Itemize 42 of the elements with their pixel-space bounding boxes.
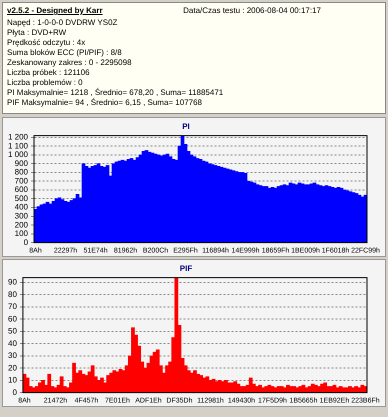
- y-tick-label: 200: [14, 220, 29, 230]
- y-tick-label: 400: [14, 202, 29, 212]
- y-tick-label: 60: [8, 314, 18, 324]
- y-tick-label: 0: [24, 238, 29, 247]
- y-tick-label: 1 200: [8, 132, 29, 142]
- y-tick-label: 1 000: [8, 150, 29, 160]
- text: Napęd : 1-0-0-0 DVDRW YS0Z: [7, 18, 118, 28]
- bar: [72, 362, 76, 392]
- y-tick-label: 80: [8, 290, 18, 299]
- y-tick-label: 30: [8, 351, 18, 360]
- y-tick-label: 500: [14, 194, 29, 203]
- y-tick-label: 20: [8, 363, 18, 372]
- text: Data/Czas testu : 2006-08-04 00:17:17: [183, 6, 321, 15]
- y-tick-label: 100: [14, 229, 29, 238]
- text: v2.5.2 - Designed by Karr: [7, 6, 103, 15]
- bar: [165, 365, 169, 392]
- y-tick-label: 900: [14, 158, 29, 168]
- bar: [41, 380, 45, 392]
- y-tick-label: 600: [14, 185, 29, 194]
- y-tick-label: 10: [8, 376, 18, 385]
- y-tick-label: 90: [8, 278, 18, 287]
- y-tick-label: 40: [8, 338, 18, 348]
- y-tick-label: 800: [14, 168, 29, 177]
- y-tick-label: 70: [8, 302, 18, 312]
- text: Płyta : DVD+RW: [7, 28, 68, 38]
- bar: [26, 378, 30, 392]
- text: Liczba problemów : 0: [7, 78, 84, 88]
- y-tick-label: 1 100: [8, 141, 29, 150]
- text: PIF Maksymalnie= 94 , Średnio= 6,15 , Suma= 107768: [7, 98, 204, 108]
- y-tick-label: 300: [14, 211, 29, 220]
- text: Zeskanowany zakres : 0 - 2295098: [7, 58, 133, 68]
- chart-title: PI: [182, 122, 190, 132]
- y-tick-label: 700: [14, 176, 29, 186]
- bar: [258, 384, 262, 392]
- text: Prędkość odczytu : 4x: [7, 38, 86, 48]
- text: PI Maksymalnie= 1218 , Średnio= 678,20 , Suma= 11885471: [7, 88, 224, 98]
- y-tick-label: 0: [12, 388, 18, 397]
- text: Liczba próbek : 121106: [7, 68, 91, 78]
- y-tick-label: 50: [8, 326, 18, 336]
- text: Suma bloków ECC (PI/PIF) : 8/8: [7, 48, 123, 58]
- bar: [320, 384, 324, 392]
- chart-title: PIF: [180, 264, 192, 274]
